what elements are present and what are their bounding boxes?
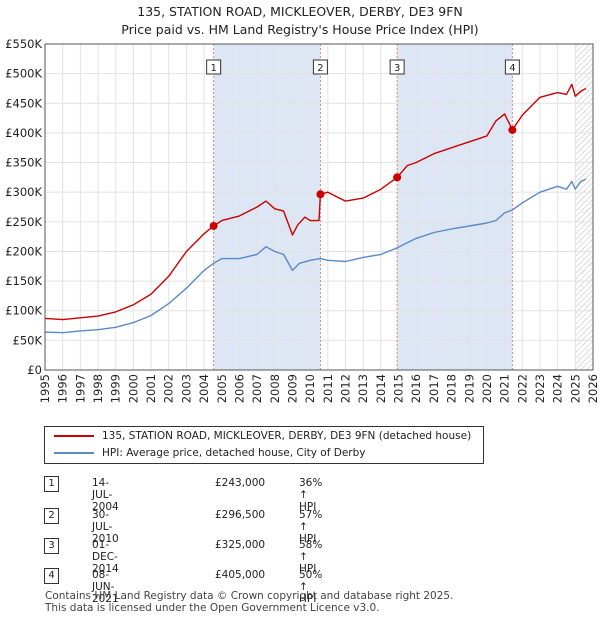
x-tick-label: 1997 — [73, 374, 87, 403]
sale-label-box — [206, 59, 222, 75]
y-tick-label: £250K — [5, 215, 42, 229]
legend-label-property: 135, STATION ROAD, MICKLEOVER, DERBY, DE… — [102, 430, 472, 442]
x-tick-label: 2023 — [533, 374, 547, 403]
x-tick-label: 2000 — [126, 374, 140, 403]
x-tick-label: 2005 — [215, 374, 229, 403]
y-tick-label: £100K — [5, 304, 42, 318]
sale-point — [316, 190, 325, 199]
x-tick-label: 2001 — [144, 374, 158, 403]
chart-subtitle: Price paid vs. HM Land Registry's House … — [121, 22, 479, 37]
x-tick-label: 1996 — [56, 374, 70, 403]
x-tick-label: 2004 — [197, 374, 211, 403]
y-tick-label: £200K — [5, 244, 42, 258]
x-tick-label: 2007 — [250, 374, 264, 403]
y-tick-label: £400K — [5, 126, 42, 140]
sale-label-box — [389, 59, 405, 75]
transaction-number: 1 — [44, 476, 59, 492]
transaction-price: £405,000 — [215, 569, 266, 581]
x-tick-label: 2015 — [392, 374, 406, 403]
x-tick-label: 2003 — [179, 374, 193, 403]
x-tick-label: 2002 — [162, 374, 176, 403]
x-tick-label: 2019 — [462, 374, 476, 403]
transaction-date: 08-JUN-2021 — [92, 569, 119, 605]
transaction-hpi: 57% ↑ HPI — [299, 509, 323, 545]
sale-point — [393, 173, 402, 182]
transaction-number: 3 — [44, 538, 59, 554]
x-tick-label: 2009 — [285, 374, 299, 403]
x-tick-label: 2016 — [409, 374, 423, 403]
y-tick-label: £550K — [5, 37, 42, 51]
sale-label: 4 — [509, 63, 515, 74]
x-tick-label: 2026 — [586, 374, 600, 403]
transaction-date: 01-DEC-2014 — [92, 539, 119, 575]
x-tick-label: 1995 — [38, 374, 52, 403]
transaction-price: £325,000 — [215, 539, 266, 551]
transaction-date: 30-JUL-2010 — [92, 509, 119, 545]
sale-label-box — [312, 59, 328, 75]
sale-point — [209, 221, 218, 230]
legend-swatch-property — [54, 435, 94, 437]
transaction-hpi: 58% ↑ HPI — [299, 539, 323, 575]
y-tick-label: £50K — [13, 333, 43, 347]
x-tick-label: 2013 — [356, 374, 370, 403]
sale-label: 2 — [317, 63, 323, 74]
x-tick-label: 1998 — [91, 374, 105, 403]
ownership-shade — [213, 44, 321, 370]
x-tick-label: 2014 — [374, 374, 388, 403]
sale-label: 3 — [394, 63, 400, 74]
x-tick-label: 2010 — [303, 374, 317, 403]
chart-title: 135, STATION ROAD, MICKLEOVER, DERBY, DE… — [137, 4, 463, 19]
x-tick-label: 2024 — [551, 374, 565, 403]
transaction-hpi: 36% ↑ HPI — [299, 477, 323, 513]
transaction-hpi: 50% ↑ HPI — [299, 569, 323, 605]
hpi-series-line — [44, 178, 587, 334]
legend-entry-hpi: HPI: Average price, detached house, City… — [45, 445, 365, 461]
x-tick-label: 2020 — [480, 374, 494, 403]
x-tick-label: 2018 — [445, 374, 459, 403]
y-tick-label: £450K — [5, 96, 42, 110]
x-tick-label: 1999 — [109, 374, 123, 403]
transaction-date: 14-JUL-2004 — [92, 477, 119, 513]
sale-label: 1 — [210, 63, 216, 74]
transaction-number: 4 — [44, 568, 59, 584]
x-tick-label: 2012 — [339, 374, 353, 403]
transaction-price: £296,500 — [215, 509, 266, 521]
x-tick-label: 2011 — [321, 374, 335, 403]
legend-label-hpi: HPI: Average price, detached house, City… — [102, 447, 366, 459]
footer-copyright: Contains HM Land Registry data © Crown c… — [45, 590, 454, 602]
legend-entry-property: 135, STATION ROAD, MICKLEOVER, DERBY, DE… — [45, 428, 471, 444]
ownership-shade — [397, 44, 513, 370]
sale-label-box — [504, 59, 520, 75]
x-tick-label: 2008 — [268, 374, 282, 403]
y-tick-label: £350K — [5, 156, 42, 170]
price-chart: 1 2 3 4 £0 £50K £100K £150K £200K £250K £300K £350K… — [5, 37, 600, 403]
x-tick-label: 2021 — [498, 374, 512, 403]
legend-swatch-hpi — [54, 452, 94, 454]
y-tick-label: £0 — [27, 363, 42, 377]
footer-licence: This data is licensed under the Open Gov… — [45, 602, 380, 614]
plot-frame — [44, 43, 594, 371]
transaction-number: 2 — [44, 508, 59, 524]
x-tick-label: 2022 — [515, 374, 529, 403]
y-tick-label: £300K — [5, 185, 42, 199]
forecast-hatch — [575, 44, 593, 370]
y-tick-label: £150K — [5, 274, 42, 288]
y-tick-label: £500K — [5, 67, 42, 81]
legend: 135, STATION ROAD, MICKLEOVER, DERBY, DE… — [44, 426, 484, 464]
transaction-price: £243,000 — [215, 477, 266, 489]
x-tick-label: 2006 — [232, 374, 246, 403]
sale-point — [508, 125, 517, 134]
x-tick-label: 2025 — [568, 374, 582, 403]
x-tick-label: 2017 — [427, 374, 441, 403]
